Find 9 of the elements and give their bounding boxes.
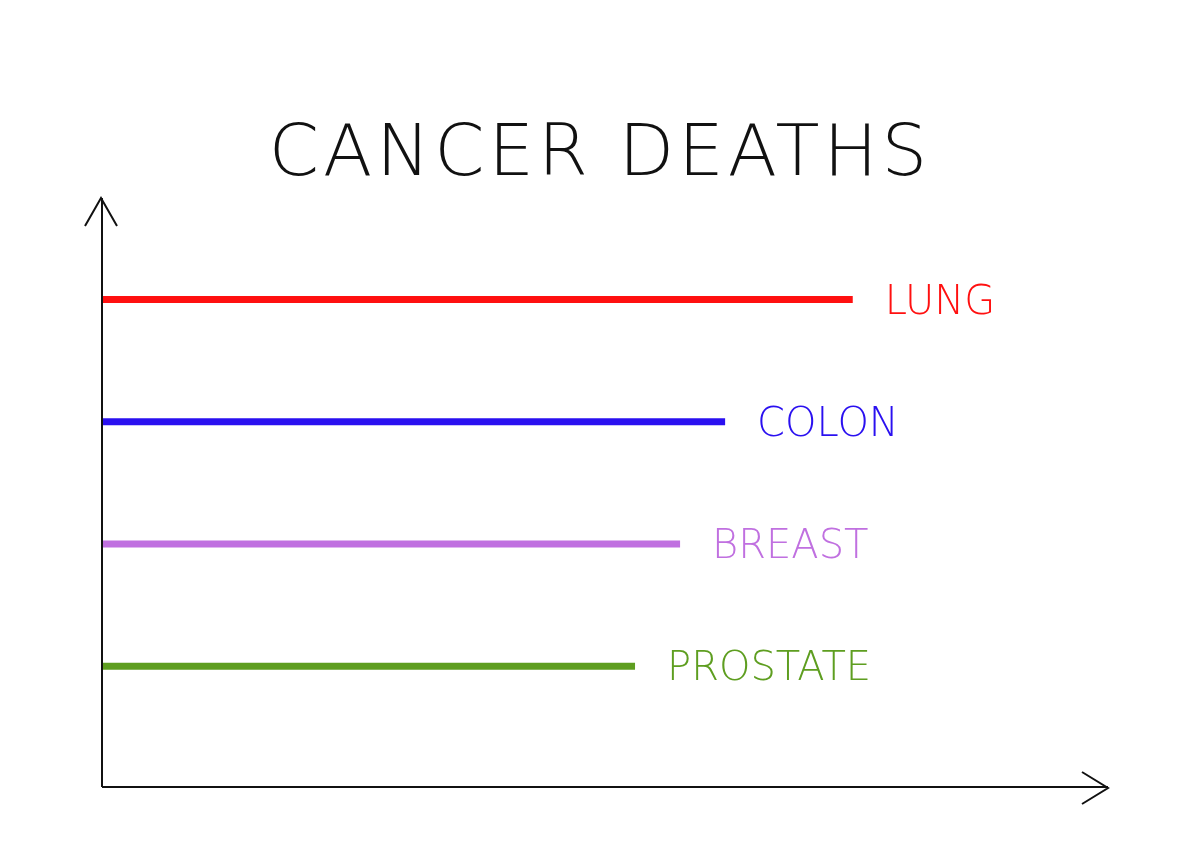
y-tick-label: LUNG xyxy=(884,276,996,323)
y-tick-label: BREAST xyxy=(712,521,869,567)
y-tick-label: PROSTATE xyxy=(667,643,872,690)
bar xyxy=(102,540,681,548)
bar xyxy=(102,662,636,670)
chart-title: CANCER DEATHS xyxy=(267,108,933,192)
bar xyxy=(102,418,726,426)
y-tick-label: COLON xyxy=(757,398,899,445)
bar xyxy=(102,296,853,303)
